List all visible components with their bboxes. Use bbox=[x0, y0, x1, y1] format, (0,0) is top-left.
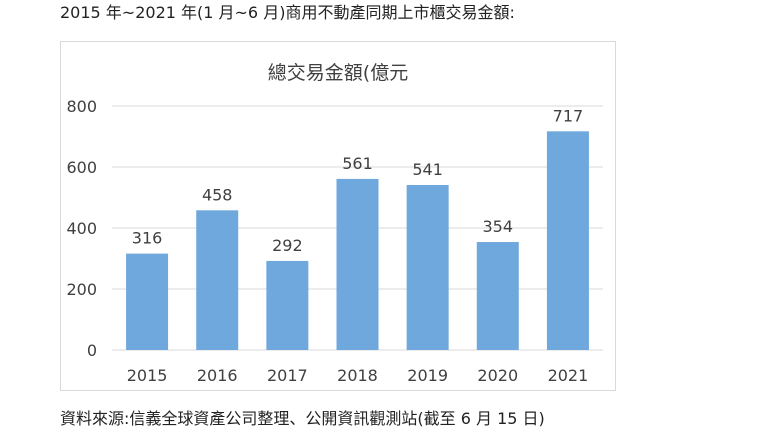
chart-title: 總交易金額(億元 bbox=[268, 62, 408, 84]
source-caption: 資料來源:信義全球資產公司整理、公開資訊觀測站(截至 6 月 15 日) bbox=[60, 409, 545, 428]
y-tick-label: 600 bbox=[66, 158, 97, 177]
y-tick-label: 0 bbox=[87, 341, 97, 360]
bar-2016 bbox=[196, 210, 239, 350]
y-tick-label: 400 bbox=[66, 219, 97, 238]
bar-2017 bbox=[266, 260, 309, 350]
data-label-2017: 292 bbox=[272, 236, 303, 255]
x-tick-label-2017: 2017 bbox=[267, 366, 308, 385]
data-label-2016: 458 bbox=[202, 185, 233, 204]
x-tick-label-2021: 2021 bbox=[548, 366, 589, 385]
data-label-2021: 717 bbox=[553, 106, 584, 125]
x-tick-label-2015: 2015 bbox=[127, 366, 168, 385]
y-tick-label: 800 bbox=[66, 97, 97, 116]
x-tick-label-2018: 2018 bbox=[337, 366, 378, 385]
y-axis-ticks: 0 200 400 600 800 bbox=[66, 97, 97, 360]
bar-2021 bbox=[546, 131, 589, 350]
x-tick-label-2016: 2016 bbox=[197, 366, 238, 385]
page-caption: 2015 年~2021 年(1 月~6 月)商用不動產同期上市櫃交易金額: bbox=[60, 3, 515, 22]
bar-2019 bbox=[406, 184, 449, 350]
x-tick-label-2020: 2020 bbox=[477, 366, 518, 385]
bar-2015 bbox=[126, 253, 169, 350]
bar-2020 bbox=[476, 242, 519, 350]
y-tick-label: 200 bbox=[66, 280, 97, 299]
x-axis-ticks: 2015 2016 2017 2018 2019 2020 2021 bbox=[127, 366, 589, 385]
data-label-2018: 561 bbox=[342, 154, 373, 173]
bar-2018 bbox=[336, 178, 379, 350]
data-labels: 316 458 292 561 541 354 717 bbox=[132, 106, 583, 255]
data-label-2019: 541 bbox=[412, 160, 443, 179]
bars bbox=[126, 131, 589, 350]
data-label-2015: 316 bbox=[132, 229, 163, 248]
x-tick-label-2019: 2019 bbox=[407, 366, 448, 385]
data-label-2020: 354 bbox=[483, 217, 514, 236]
